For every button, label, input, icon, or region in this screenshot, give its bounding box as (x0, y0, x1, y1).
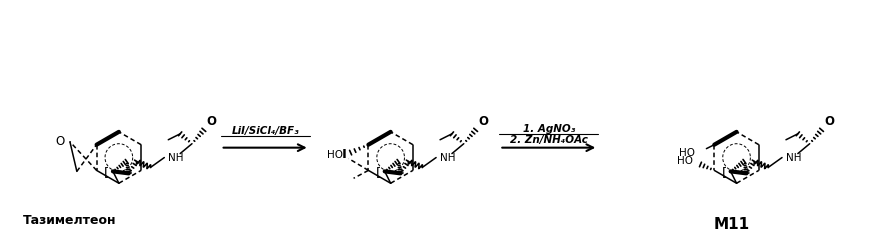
Text: HO: HO (679, 148, 695, 158)
Text: O: O (478, 115, 488, 128)
Text: [: [ (375, 166, 380, 179)
Text: LiI/SiCl₄/BF₃: LiI/SiCl₄/BF₃ (232, 126, 299, 136)
Text: HO: HO (676, 155, 692, 165)
Text: [: [ (722, 166, 727, 179)
Text: HO: HO (327, 149, 343, 160)
Text: O: O (55, 135, 65, 148)
Text: O: O (824, 115, 835, 128)
Text: NH: NH (440, 153, 455, 163)
Text: [: [ (103, 166, 109, 179)
Text: 2. Zn/NH₄OAc: 2. Zn/NH₄OAc (510, 135, 588, 145)
Text: O: O (207, 115, 217, 128)
Text: M11: M11 (714, 217, 749, 232)
Text: NH: NH (168, 153, 184, 163)
Text: NH: NH (786, 153, 802, 163)
Text: 1. AgNO₃: 1. AgNO₃ (523, 124, 575, 134)
Text: I: I (342, 148, 347, 161)
Text: Тазимелтеон: Тазимелтеон (23, 214, 117, 227)
